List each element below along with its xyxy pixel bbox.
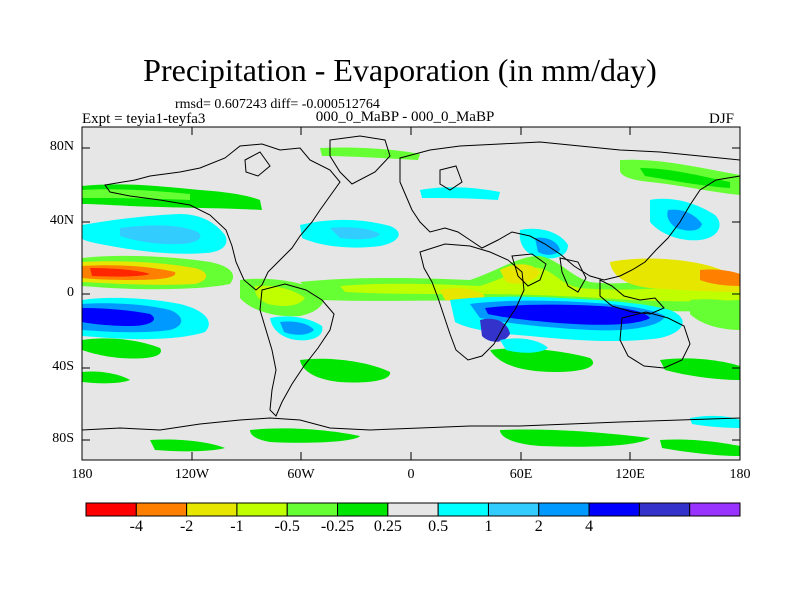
lat-tick-label: 80N [49, 139, 74, 154]
colorbar-tick-label: 1 [484, 518, 493, 535]
coastline [82, 417, 740, 431]
field-region [500, 264, 540, 284]
field-region [690, 299, 740, 330]
colorbar-swatch [588, 502, 640, 517]
lat-tick-label: 40N [49, 213, 74, 228]
coastline [559, 257, 587, 293]
field-region [280, 321, 314, 335]
colorbar-tick-label: 2 [534, 518, 543, 535]
colorbar-tick-label: -1 [230, 518, 244, 535]
colorbar-swatch [186, 502, 238, 517]
stats-text: rmsd= 0.607243 diff= -0.000512764 [175, 97, 380, 112]
colorbar-swatch [538, 502, 590, 517]
colorbar-tick-label: -0.5 [274, 518, 300, 535]
field-region [490, 348, 594, 372]
tick-layer [82, 127, 740, 460]
colorbar-tick-label: 0.25 [373, 518, 402, 535]
field-region [254, 285, 305, 306]
lat-tick-label: 80S [52, 431, 74, 446]
colorbar-tick-label: -0.25 [320, 518, 355, 535]
lon-tick-label: 0 [407, 467, 415, 482]
lon-tick-label: 60E [509, 467, 533, 482]
field-region [82, 308, 154, 326]
coastline [511, 253, 547, 287]
field-region [480, 318, 510, 342]
field-region [90, 268, 150, 277]
coastline [419, 243, 525, 361]
field-region [500, 338, 548, 353]
field-region [120, 225, 201, 245]
colorbar-tick-label: 4 [585, 518, 594, 535]
coastline [104, 143, 341, 291]
colorbar-swatch [85, 502, 137, 517]
map-title: Precipitation - Evaporation (in mm/day) [143, 52, 657, 88]
colorbar-swatch [487, 502, 540, 517]
colorbar-swatch [689, 502, 741, 517]
colorbar-swatch [638, 502, 691, 517]
field-region [660, 358, 740, 380]
field-region [82, 338, 161, 359]
coastline [399, 141, 740, 281]
coastline [619, 311, 691, 369]
colorbar-swatch [286, 502, 339, 517]
lon-tick-label: 180 [729, 467, 751, 482]
colorbar-swatch [437, 502, 489, 517]
colorbar-swatch [337, 502, 389, 517]
field-region [420, 187, 500, 200]
coastline [329, 135, 391, 185]
colorbar-tick-label: -4 [129, 518, 143, 535]
field-region [640, 168, 730, 188]
field-region [660, 439, 740, 456]
coastline [599, 279, 665, 315]
field-region [485, 304, 650, 325]
lon-tick-label: 60W [287, 467, 315, 482]
field-region [150, 439, 225, 452]
coastlines-layer [82, 135, 740, 431]
colorbar [85, 502, 741, 517]
field-region [82, 371, 130, 384]
field-region [700, 269, 740, 286]
lat-tick-label: 40S [52, 359, 74, 374]
colorbar-tick-label: -2 [179, 518, 194, 535]
colorbar-swatch [135, 502, 188, 517]
field-region [667, 209, 702, 231]
lon-tick-label: 120W [174, 467, 210, 482]
field-region [330, 227, 380, 240]
case-label: 000_0_MaBP - 000_0_MaBP [315, 109, 495, 125]
coastline [259, 283, 335, 417]
colorbar-swatch [387, 502, 439, 517]
lat-tick-label: 0 [67, 285, 74, 300]
coastline [439, 165, 463, 191]
season-label: DJF [709, 111, 735, 127]
field-layer [82, 147, 740, 456]
lon-tick-label: 120E [615, 467, 645, 482]
field-region [250, 428, 360, 443]
field-region [82, 189, 190, 200]
colorbar-tick-label: 0.5 [428, 518, 449, 535]
lon-tick-label: 180 [71, 467, 93, 482]
experiment-label: Expt = teyia1-teyfa3 [82, 111, 206, 127]
field-region [610, 258, 740, 292]
field-region [340, 267, 740, 302]
field-region [300, 358, 391, 383]
field-region [500, 429, 650, 447]
coastline [244, 151, 271, 177]
field-region [320, 147, 420, 160]
colorbar-swatch [236, 502, 288, 517]
